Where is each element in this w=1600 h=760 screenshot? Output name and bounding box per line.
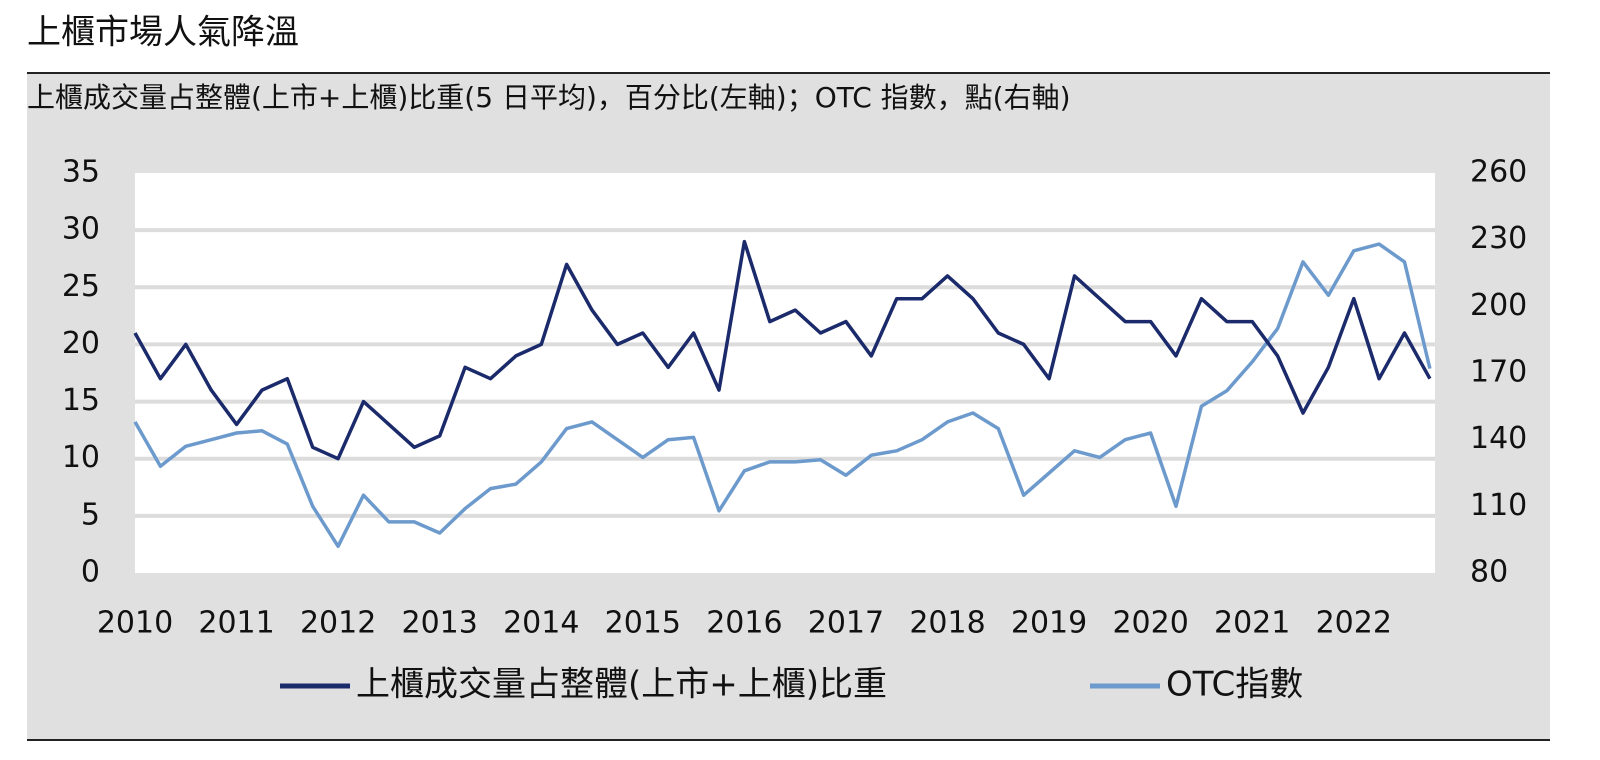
y-tick-label: 35 <box>62 155 100 190</box>
x-tick-label: 2020 <box>1112 606 1188 641</box>
x-tick-label: 2012 <box>300 606 376 641</box>
x-tick-label: 2014 <box>503 606 579 641</box>
x-tick-label: 2021 <box>1214 606 1290 641</box>
y2-tick-label: 140 <box>1470 421 1527 456</box>
y-tick-label: 30 <box>62 212 100 247</box>
x-tick-label: 2013 <box>402 606 478 641</box>
x-tick-label: 2016 <box>706 606 782 641</box>
y-tick-label: 15 <box>62 383 100 418</box>
legend-label: OTC指數 <box>1166 665 1303 705</box>
y2-tick-label: 80 <box>1470 555 1508 590</box>
series-line <box>133 239 1432 461</box>
x-tick-label: 2011 <box>198 606 274 641</box>
x-tick-label: 2019 <box>1011 606 1087 641</box>
y2-tick-label: 170 <box>1470 355 1527 390</box>
x-tick-label: 2010 <box>97 606 173 641</box>
series-line <box>133 242 1432 549</box>
y-tick-label: 25 <box>62 269 100 304</box>
y2-tick-label: 200 <box>1470 288 1527 323</box>
y2-tick-label: 230 <box>1470 221 1527 256</box>
y2-tick-label: 110 <box>1470 488 1527 523</box>
chart-title: 上櫃市場人氣降溫 <box>27 13 299 53</box>
y-tick-label: 20 <box>62 326 100 361</box>
x-tick-label: 2017 <box>808 606 884 641</box>
y-tick-label: 0 <box>81 555 100 590</box>
chart-subtitle: 上櫃成交量占整體(上市+上櫃)比重(5 日平均)，百分比(左軸)；OTC 指數，… <box>27 81 1071 114</box>
y-tick-label: 10 <box>62 440 100 475</box>
x-tick-label: 2022 <box>1316 606 1392 641</box>
x-tick-label: 2018 <box>909 606 985 641</box>
y2-tick-label: 260 <box>1470 155 1527 190</box>
legend-label: 上櫃成交量占整體(上市+上櫃)比重 <box>356 665 887 705</box>
y-tick-label: 5 <box>81 497 100 532</box>
x-tick-label: 2015 <box>605 606 681 641</box>
plot-area <box>135 173 1435 573</box>
